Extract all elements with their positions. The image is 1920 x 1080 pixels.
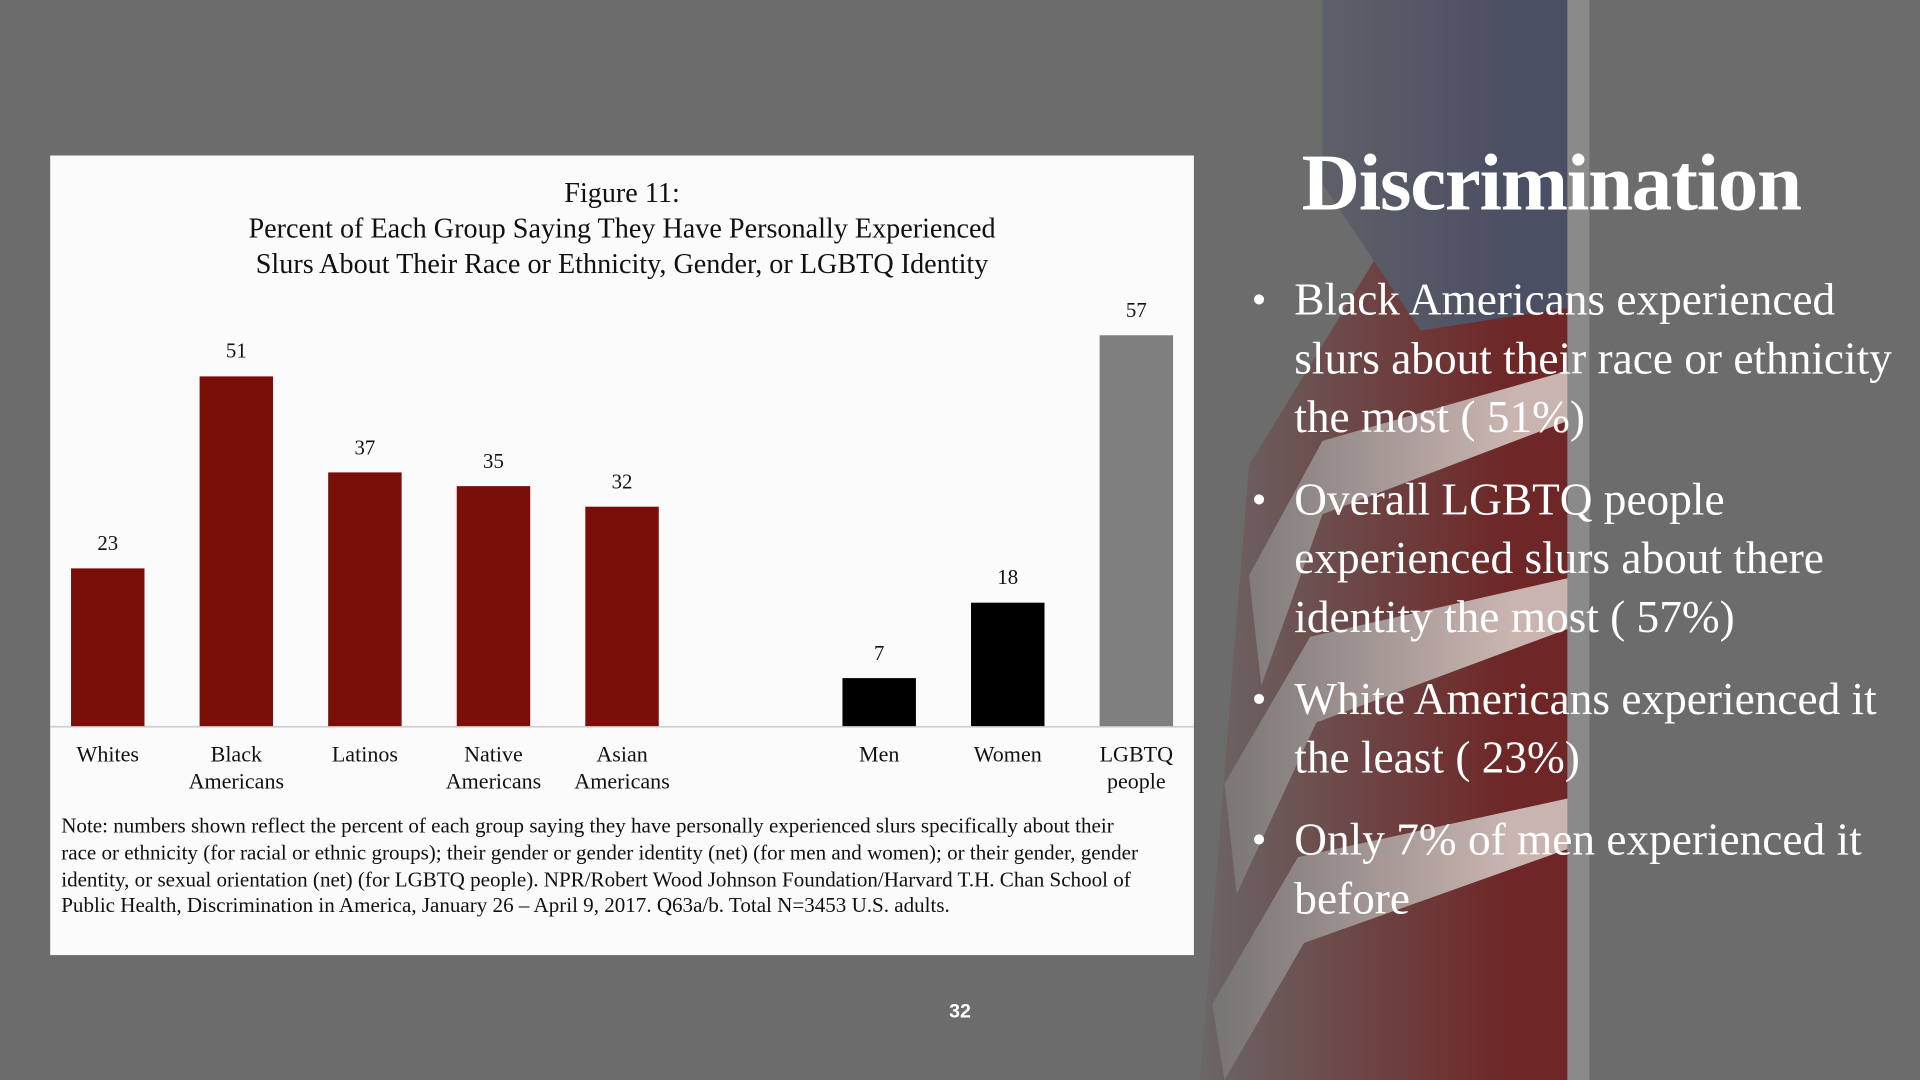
bar	[199, 376, 274, 727]
value-label: 18	[997, 565, 1019, 590]
bullet: Only 7% of men experienced it before	[1253, 812, 1894, 930]
bullet: Overall LGBTQ people experienced slurs a…	[1253, 471, 1894, 647]
bar	[585, 506, 659, 727]
x-tick-label: Black Americans	[188, 742, 285, 794]
x-tick-label: Latinos	[331, 742, 398, 767]
x-tick-label: Native Americans	[445, 742, 542, 794]
value-label: 32	[611, 469, 633, 494]
bar	[456, 486, 531, 727]
bar	[1099, 335, 1174, 727]
x-tick-label: Men	[858, 742, 900, 767]
chart-title: Figure 11:	[564, 177, 680, 209]
plot	[50, 335, 1194, 728]
chart-note: Note: numbers shown reflect the percent …	[61, 814, 1138, 918]
value-label: 23	[97, 531, 119, 555]
bullet-list: Black Americans experienced slurs about …	[1253, 272, 1894, 953]
bar	[971, 602, 1045, 727]
x-tick-label: LGBTQ people	[1099, 742, 1174, 794]
chart-subtitle: Percent of Each Group Saying They Have P…	[248, 213, 996, 244]
value-label: 7	[873, 641, 885, 665]
value-label: 51	[225, 339, 247, 363]
bullet: White Americans experienced it the least…	[1253, 671, 1894, 789]
value-label: 37	[354, 435, 376, 459]
x-tick-label: Asian Americans	[574, 742, 670, 794]
slide-title: Discrimination	[1301, 138, 1802, 228]
value-label: 35	[483, 449, 504, 473]
bullet: Black Americans experienced slurs about …	[1253, 272, 1894, 448]
bar	[328, 472, 402, 727]
x-tick-label: Women	[973, 742, 1042, 767]
bar	[71, 568, 145, 727]
value-label: 57	[1125, 298, 1147, 322]
bar	[842, 678, 916, 727]
x-tick-label: Whites	[76, 742, 139, 767]
chart-subtitle: Slurs About Their Race or Ethnicity, Gen…	[255, 248, 989, 280]
page-number: 32	[949, 1001, 971, 1023]
chart-panel: Figure 11: Percent of Each Group Saying …	[50, 155, 1194, 956]
